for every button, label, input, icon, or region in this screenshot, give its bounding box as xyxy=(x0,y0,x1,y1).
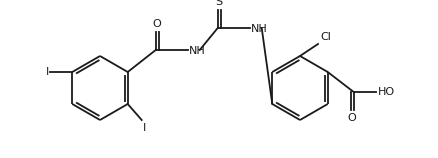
Text: NH: NH xyxy=(189,46,205,56)
Text: Cl: Cl xyxy=(320,32,331,42)
Text: HO: HO xyxy=(378,87,395,97)
Text: I: I xyxy=(143,123,146,133)
Text: I: I xyxy=(46,67,49,77)
Text: O: O xyxy=(153,19,162,29)
Text: O: O xyxy=(348,113,357,123)
Text: S: S xyxy=(215,0,223,7)
Text: NH: NH xyxy=(251,24,268,34)
